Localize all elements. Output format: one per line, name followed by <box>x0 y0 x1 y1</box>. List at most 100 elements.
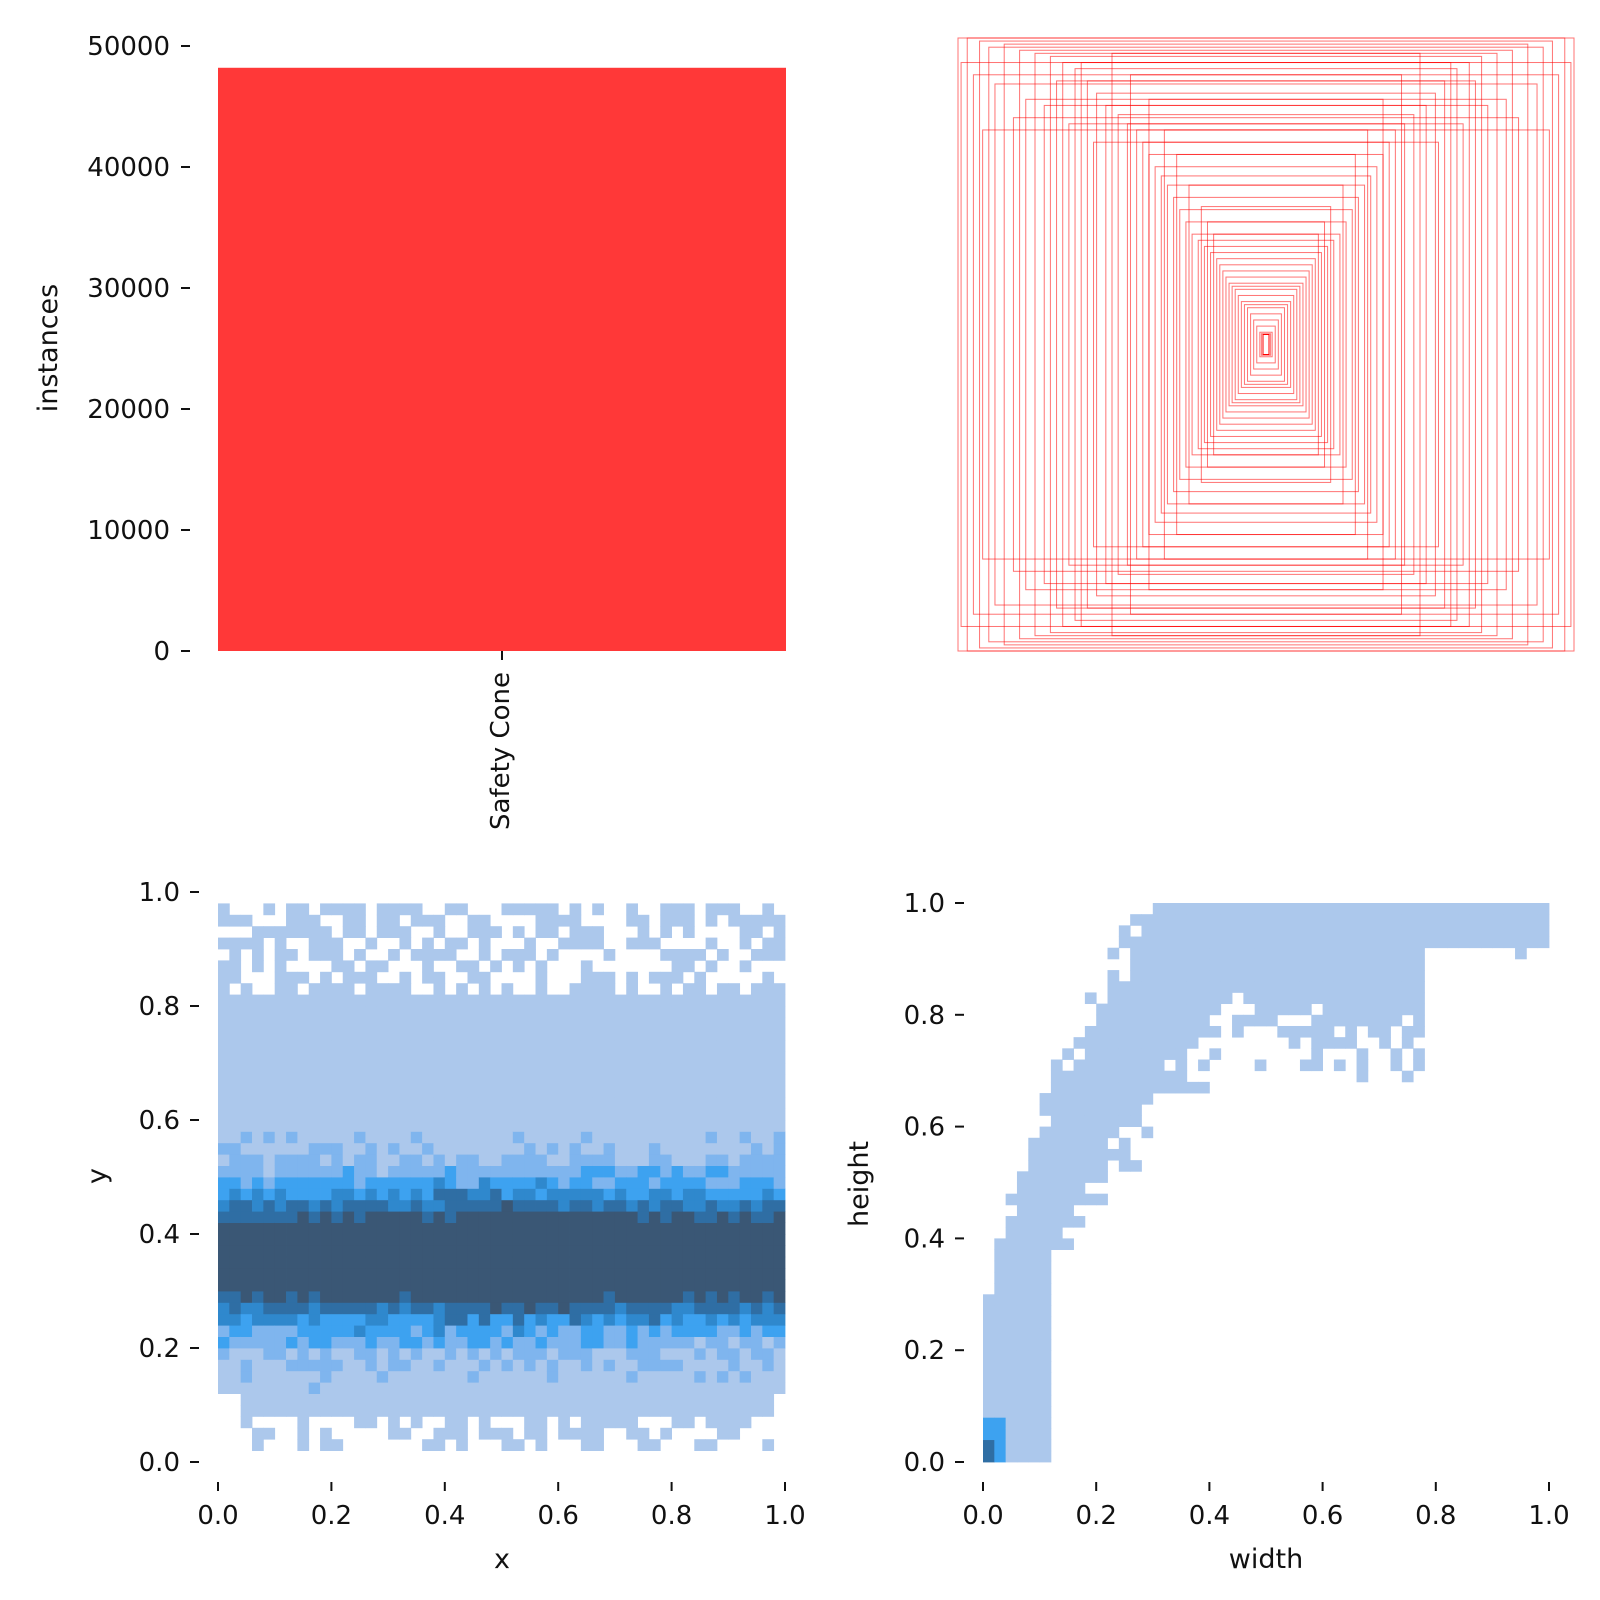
wh-heatmap-cell <box>1288 914 1301 926</box>
xy-heatmap-cell <box>444 1222 457 1235</box>
xy-heatmap-cell <box>354 1040 366 1052</box>
wh-heatmap-cell <box>1413 1003 1425 1016</box>
wh-heatmap-cell <box>1413 1014 1425 1027</box>
xy-heatmap-cell <box>478 1188 491 1201</box>
xy-heatmap-cell <box>660 1393 672 1406</box>
xy-heatmap-cell <box>297 1393 310 1406</box>
wh-heatmap-cell <box>1299 936 1312 949</box>
xy-heatmap-cell <box>546 1291 559 1303</box>
xy-heatmap-cell <box>558 1097 570 1109</box>
xy-heatmap-cell <box>716 1165 729 1178</box>
wh-heatmap-cell <box>1107 1037 1120 1049</box>
wh-heatmap-cell <box>1435 925 1448 937</box>
xy-heatmap-cell <box>399 1382 412 1394</box>
xy-heatmap-cell <box>750 1199 763 1212</box>
xy-heatmap-cell <box>524 1427 536 1440</box>
xy-heatmap-cell <box>388 1416 400 1429</box>
xy-heatmap-cell <box>546 903 559 916</box>
xy-xtick-label: 1.0 <box>764 1501 805 1531</box>
xy-heatmap-cell <box>762 1359 775 1372</box>
xy-heatmap-cell <box>320 1040 332 1052</box>
wh-heatmap-cell <box>994 1406 1007 1418</box>
xy-heatmap-cell <box>603 1028 616 1041</box>
xy-heatmap-cell <box>750 949 763 961</box>
wh-heatmap-cell <box>1175 1003 1188 1016</box>
wh-heatmap-cell <box>1039 1406 1052 1418</box>
xy-heatmap-cell <box>365 994 378 1007</box>
xy-heatmap-cell <box>297 903 310 916</box>
wh-heatmap-cell <box>1084 1104 1097 1116</box>
xy-heatmap-cell <box>320 1211 332 1223</box>
xy-heatmap-cell <box>728 1199 741 1212</box>
wh-heatmap-cell <box>1186 981 1199 993</box>
xy-heatmap-cell <box>252 1336 264 1349</box>
wh-heatmap-cell <box>1254 914 1267 926</box>
xy-heatmap-cell <box>229 1382 242 1394</box>
xy-heatmap-cell <box>297 1359 310 1372</box>
xy-heatmap-cell <box>648 1256 661 1269</box>
xy-heatmap-cell <box>308 1074 321 1087</box>
wh-heatmap-cell <box>1016 1171 1029 1183</box>
xy-heatmap-cell <box>728 994 741 1007</box>
xy-heatmap-cell <box>716 1199 729 1212</box>
wh-heatmap-cell <box>1390 1014 1403 1027</box>
wh-heatmap-cell <box>1356 970 1369 982</box>
xy-heatmap-cell <box>580 1291 593 1303</box>
xy-heatmap-cell <box>240 1154 253 1166</box>
xy-heatmap-cell <box>263 1222 276 1235</box>
xy-heatmap-cell <box>671 1199 684 1212</box>
xy-heatmap-cell <box>376 1063 389 1075</box>
xy-heatmap-cell <box>637 1359 650 1372</box>
xy-heatmap-cell <box>705 960 718 973</box>
xy-heatmap-cell <box>524 1108 536 1121</box>
wh-heatmap-cell <box>1254 992 1267 1005</box>
xy-heatmap-cell <box>592 1188 604 1201</box>
wh-heatmap-cell <box>1016 1327 1029 1340</box>
xy-heatmap-cell <box>354 926 366 938</box>
xy-heatmap-cell <box>705 1393 718 1406</box>
xy-heatmap-cell <box>478 1302 491 1315</box>
wh-heatmap-cell <box>1130 1093 1142 1105</box>
xy-heatmap-cell <box>342 1131 355 1144</box>
xy-heatmap-cell <box>422 1336 434 1349</box>
xy-heatmap-cell <box>592 1439 604 1451</box>
xy-heatmap-cell <box>694 1028 707 1041</box>
xy-heatmap-cell <box>637 1268 650 1280</box>
xy-heatmap-cell <box>558 1336 570 1349</box>
xy-heatmap-cell <box>410 1291 423 1303</box>
xy-heatmap-cell <box>252 1097 264 1109</box>
xy-heatmap-cell <box>535 1131 548 1144</box>
xy-heatmap-cell <box>376 1279 389 1292</box>
label-box <box>1049 55 1483 634</box>
xy-heatmap-cell <box>546 1131 559 1144</box>
xy-heatmap-cell <box>535 1120 548 1132</box>
wh-heatmap-cell <box>1333 1014 1346 1027</box>
xy-heatmap-cell <box>320 1028 332 1041</box>
xy-heatmap-cell <box>274 1256 287 1269</box>
xy-heatmap-cell <box>388 1074 400 1087</box>
xy-heatmap-cell <box>648 1336 661 1349</box>
wh-heatmap-cell <box>1028 1283 1040 1295</box>
xy-heatmap-cell <box>229 1279 242 1292</box>
xy-heatmap-cell <box>274 1108 287 1121</box>
wh-ytick-label: 0.8 <box>904 1001 945 1031</box>
xy-heatmap-cell <box>728 1051 741 1064</box>
xy-heatmap-cell <box>456 903 468 916</box>
xy-heatmap-cell <box>365 1131 378 1144</box>
wh-heatmap-cell <box>1356 958 1369 971</box>
xy-heatmap-cell <box>376 1028 389 1041</box>
xy-heatmap-cell <box>603 1359 616 1372</box>
xy-heatmap-cell <box>274 1234 287 1246</box>
xy-heatmap-cell <box>671 1108 684 1121</box>
xy-heatmap-cell <box>218 914 230 927</box>
xy-heatmap-cell <box>580 1222 593 1235</box>
wh-heatmap-cell <box>1401 1003 1414 1016</box>
xy-heatmap-cell <box>614 1085 627 1098</box>
xy-heatmap-cell <box>490 1063 502 1075</box>
xy-heatmap-cell <box>331 949 344 961</box>
xy-heatmap-cell <box>365 1359 378 1372</box>
xy-heatmap-cell <box>750 1108 763 1121</box>
xy-heatmap-cell <box>705 1256 718 1269</box>
xy-heatmap-cell <box>388 1427 400 1440</box>
xy-heatmap-cell <box>433 1142 446 1155</box>
